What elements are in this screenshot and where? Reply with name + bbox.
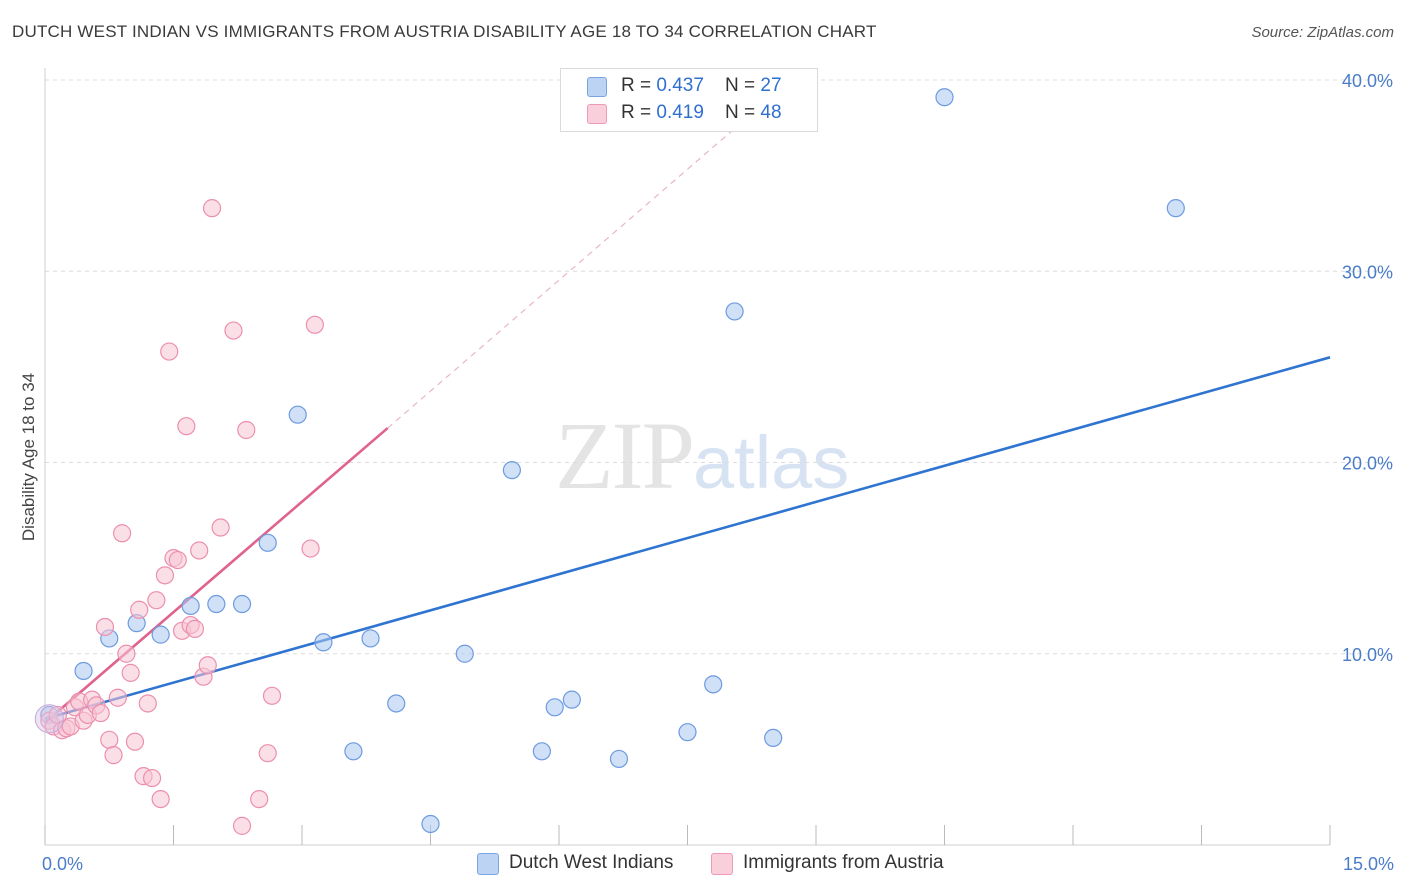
legend-n-label: N = xyxy=(725,75,761,96)
point-dutch-west-indians xyxy=(725,302,744,321)
point-immigrants-from-austria xyxy=(125,732,145,751)
legend-r-label: R = xyxy=(621,75,657,96)
point-immigrants-from-austria xyxy=(142,768,162,788)
trend-line-immigrants-from-austria xyxy=(44,427,389,724)
y-tick-label: 30.0% xyxy=(1342,262,1393,282)
point-immigrants-from-austria xyxy=(112,524,132,543)
point-immigrants-from-austria xyxy=(211,518,230,537)
point-immigrants-from-austria xyxy=(202,199,222,218)
legend-n-label: N = xyxy=(725,102,761,123)
point-dutch-west-indians xyxy=(344,742,363,761)
grid-lines xyxy=(45,79,1390,655)
y-tick-label: 20.0% xyxy=(1342,454,1393,474)
point-dutch-west-indians xyxy=(232,594,252,614)
series-legend: Dutch West Indians Immigrants from Austr… xyxy=(0,852,1406,876)
point-immigrants-from-austria xyxy=(305,315,324,334)
x-tick-label: 0.0% xyxy=(42,854,83,874)
point-immigrants-from-austria xyxy=(168,550,187,570)
series-swatch-blue xyxy=(477,853,499,875)
point-dutch-west-indians xyxy=(609,749,629,769)
point-dutch-west-indians xyxy=(207,594,226,614)
series-swatch-pink xyxy=(711,853,733,875)
point-dutch-west-indians xyxy=(502,461,521,480)
point-dutch-west-indians xyxy=(545,698,564,717)
point-dutch-west-indians xyxy=(314,633,333,652)
point-immigrants-from-austria xyxy=(95,617,115,637)
point-immigrants-from-austria xyxy=(177,417,196,436)
point-immigrants-from-austria xyxy=(258,744,277,763)
trend-line-dutch-west-indians xyxy=(44,356,1331,721)
point-immigrants-from-austria xyxy=(147,591,166,610)
point-dutch-west-indians xyxy=(1166,199,1185,218)
point-dutch-west-indians xyxy=(151,625,170,644)
legend-n-value: 48 xyxy=(760,102,782,123)
point-dutch-west-indians xyxy=(764,728,783,748)
point-dutch-west-indians xyxy=(704,675,723,694)
point-immigrants-from-austria xyxy=(121,663,140,682)
legend-r-value: 0.419 xyxy=(656,102,704,123)
series-label: Dutch West Indians xyxy=(509,852,674,873)
point-dutch-west-indians xyxy=(258,533,277,552)
point-immigrants-from-austria xyxy=(91,703,110,723)
y-tick-label: 40.0% xyxy=(1342,71,1393,91)
y-axis-title: Disability Age 18 to 34 xyxy=(19,373,38,541)
series-label: Immigrants from Austria xyxy=(743,852,944,873)
point-dutch-west-indians xyxy=(74,661,93,681)
point-immigrants-from-austria xyxy=(232,816,252,835)
point-immigrants-from-austria xyxy=(138,694,157,713)
point-dutch-west-indians xyxy=(532,742,551,761)
point-immigrants-from-austria xyxy=(301,539,320,558)
legend-r-value: 0.437 xyxy=(656,75,704,96)
point-dutch-west-indians xyxy=(288,405,307,424)
point-dutch-west-indians xyxy=(935,88,954,107)
point-dutch-west-indians xyxy=(181,596,200,616)
legend-r-label: R = xyxy=(621,102,657,123)
point-dutch-west-indians xyxy=(361,629,380,648)
legend-text: R = 0.437 N = 27 xyxy=(621,75,782,97)
watermark-zip: ZIP xyxy=(555,402,695,509)
trend-extension-immigrants-from-austria xyxy=(387,94,774,429)
point-immigrants-from-austria xyxy=(151,789,170,809)
point-immigrants-from-austria xyxy=(185,619,205,638)
chart-title: DUTCH WEST INDIAN VS IMMIGRANTS FROM AUS… xyxy=(12,22,877,41)
point-immigrants-from-austria xyxy=(130,600,149,619)
point-immigrants-from-austria xyxy=(155,566,175,585)
point-immigrants-from-austria xyxy=(160,342,179,361)
point-immigrants-from-austria xyxy=(100,730,119,749)
axis-labels: 10.0% 20.0% 30.0% 40.0% 0.0% 15.0% Disability … xyxy=(19,71,1394,874)
point-dutch-west-indians xyxy=(678,723,697,742)
point-immigrants-from-austria xyxy=(117,644,136,663)
point-immigrants-from-austria xyxy=(108,688,127,707)
y-tick-label: 10.0% xyxy=(1342,645,1393,665)
data-points xyxy=(34,88,1185,835)
legend-swatch-pink xyxy=(587,104,607,124)
point-immigrants-from-austria xyxy=(104,746,123,765)
point-dutch-west-indians xyxy=(421,814,440,834)
point-immigrants-from-austria xyxy=(262,686,282,705)
point-immigrants-from-austria xyxy=(224,321,243,340)
point-immigrants-from-austria xyxy=(198,656,217,675)
legend: R = 0.437 N = 27 R = 0.419 N = 48 xyxy=(560,68,818,132)
legend-swatch-blue xyxy=(587,77,607,97)
x-tick-label: 15.0% xyxy=(1343,854,1394,874)
point-dutch-west-indians xyxy=(387,694,406,713)
point-dutch-west-indians xyxy=(455,644,474,663)
point-cluster xyxy=(34,704,64,734)
trend-lines xyxy=(44,94,1331,724)
legend-n-value: 27 xyxy=(760,75,782,96)
point-immigrants-from-austria xyxy=(237,420,256,440)
source-label: Source: ZipAtlas.com xyxy=(1251,24,1394,41)
point-immigrants-from-austria xyxy=(190,541,209,560)
point-immigrants-from-austria xyxy=(250,789,269,809)
point-dutch-west-indians xyxy=(562,690,581,709)
legend-text: R = 0.419 N = 48 xyxy=(621,102,782,124)
